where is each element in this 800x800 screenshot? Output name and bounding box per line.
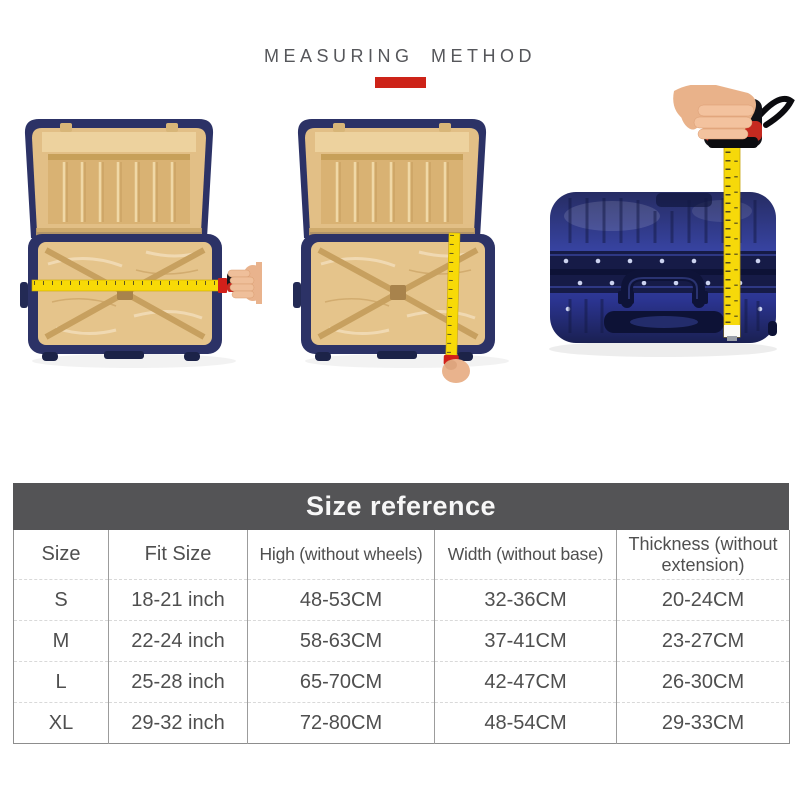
open-suitcase-depth-illustration	[293, 119, 509, 383]
hand-with-tape-measure-icon	[227, 262, 262, 304]
cell-size: S	[13, 579, 109, 621]
tape-measure-strap	[757, 95, 795, 128]
size-table-header: Size Fit Size High (without wheels) Widt…	[14, 530, 790, 580]
header-row: Size Fit Size High (without wheels) Widt…	[14, 530, 790, 580]
cell-thickness: 23-27CM	[616, 620, 790, 662]
cell-fit-size: 22-24 inch	[108, 620, 248, 662]
size-reference-section: Size reference Size Fit Size High (witho…	[13, 483, 790, 744]
cell-width: 48-54CM	[434, 702, 617, 744]
title-accent-bar	[375, 77, 426, 88]
measuring-tape-vertical-icon	[723, 140, 741, 341]
lid-ribs	[335, 162, 447, 222]
packing-straps	[317, 247, 479, 340]
size-table-title: Size reference	[13, 483, 789, 530]
photo-closed-suitcase-height-measure	[540, 85, 796, 395]
closed-suitcase-illustration	[549, 85, 795, 357]
cell-thickness: 20-24CM	[616, 579, 790, 621]
cell-high: 48-53CM	[247, 579, 435, 621]
suitcase-base	[293, 234, 495, 361]
cell-high: 58-63CM	[247, 620, 435, 662]
size-table-body: S 18-21 inch 48-53CM 32-36CM 20-24CM M 2…	[13, 579, 790, 744]
open-suitcase-width-illustration	[20, 119, 262, 368]
column-header-thickness: Thickness (without extension)	[616, 530, 790, 580]
cell-high: 72-80CM	[247, 702, 435, 744]
ground-shadow	[549, 341, 777, 357]
table-row-s: S 18-21 inch 48-53CM 32-36CM 20-24CM	[13, 579, 790, 621]
cell-high: 65-70CM	[247, 661, 435, 703]
cell-width: 32-36CM	[434, 579, 617, 621]
suitcase-base	[20, 234, 222, 361]
cell-fit-size: 25-28 inch	[108, 661, 248, 703]
cell-fit-size: 29-32 inch	[108, 702, 248, 744]
cell-thickness: 29-33CM	[616, 702, 790, 744]
suitcase-lid	[297, 119, 487, 238]
size-reference-table: Size Fit Size High (without wheels) Widt…	[13, 530, 790, 744]
table-row-xl: XL 29-32 inch 72-80CM 48-54CM 29-33CM	[13, 702, 790, 744]
closed-suitcase-body	[550, 192, 777, 343]
carry-handle	[618, 269, 708, 308]
photo-open-suitcase-depth-measure	[285, 102, 535, 386]
cell-thickness: 26-30CM	[616, 661, 790, 703]
hand-icon	[673, 85, 756, 140]
lid-ribs	[62, 162, 174, 222]
thumb-holding-tape-icon	[442, 359, 470, 383]
suitcase-lid	[24, 119, 214, 238]
page-title: MEASURING METHOD	[263, 46, 536, 66]
column-header-width: Width (without base)	[434, 530, 617, 580]
column-header-high: High (without wheels)	[247, 530, 435, 580]
cell-size: M	[13, 620, 109, 662]
column-header-fit-size: Fit Size	[108, 530, 248, 580]
packing-straps	[44, 247, 206, 340]
cell-size: L	[13, 661, 109, 703]
measuring-tape-horizontal-icon	[31, 278, 227, 293]
cell-width: 42-47CM	[434, 661, 617, 703]
cell-size: XL	[13, 702, 109, 744]
table-row-m: M 22-24 inch 58-63CM 37-41CM 23-27CM	[13, 620, 790, 662]
cell-fit-size: 18-21 inch	[108, 579, 248, 621]
photo-open-suitcase-width-measure	[16, 102, 262, 386]
cell-width: 37-41CM	[434, 620, 617, 662]
table-row-l: L 25-28 inch 65-70CM 42-47CM 26-30CM	[13, 661, 790, 703]
column-header-size: Size	[41, 543, 81, 566]
